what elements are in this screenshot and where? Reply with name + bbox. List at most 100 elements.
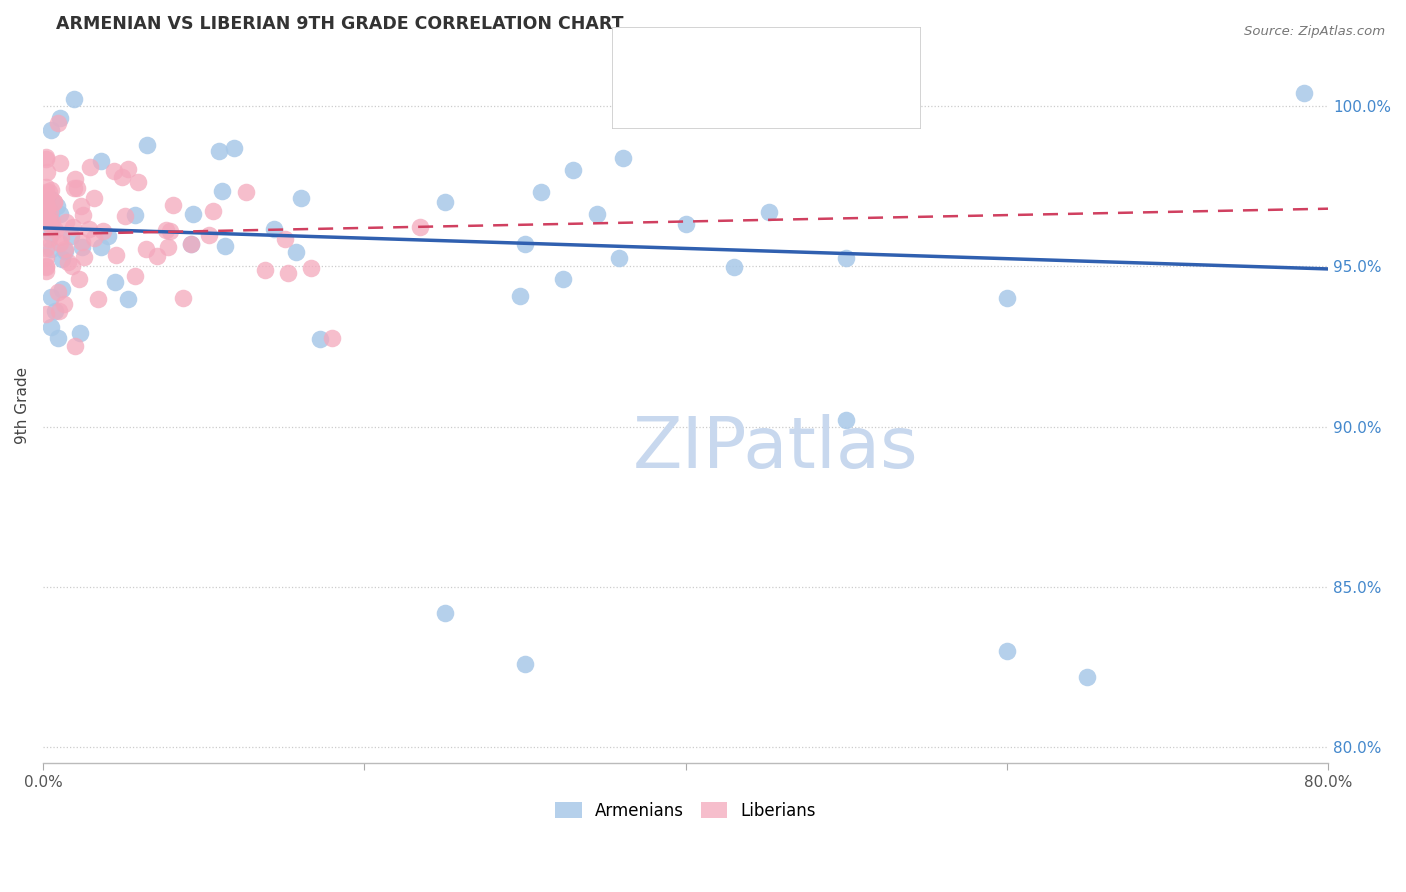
Point (612, 151, 634, 165)
Point (39, 290, 62, 304)
Point (66, 181, 89, 195)
Point (285, 245, 308, 260)
FancyBboxPatch shape (612, 27, 921, 129)
Point (63, 92, 86, 106)
Point (111, 170, 134, 185)
Point (35, 250, 58, 264)
Point (758, 205, 780, 219)
Point (37, 209, 59, 223)
Point (46, 285, 69, 299)
Point (290, 191, 312, 205)
Point (162, 198, 184, 212)
Text: ZIPatlas: ZIPatlas (633, 414, 918, 483)
Text: R =: R = (664, 45, 692, 61)
FancyBboxPatch shape (621, 82, 655, 121)
Point (35, 212, 58, 227)
Point (835, 413, 858, 427)
Point (39, 183, 62, 197)
Point (35, 152, 58, 166)
Point (53, 243, 76, 257)
Point (277, 266, 299, 280)
Point (63, 172, 86, 186)
Point (38, 204, 60, 219)
Point (37, 165, 59, 179)
Point (38, 185, 60, 199)
Point (49, 207, 72, 221)
Point (35, 180, 58, 194)
Point (224, 140, 246, 154)
Point (44, 304, 66, 318)
Point (114, 209, 136, 223)
Point (63, 339, 86, 353)
Point (51, 282, 73, 296)
Point (60, 259, 83, 273)
Point (35, 185, 58, 199)
Point (51, 230, 73, 244)
Point (83, 191, 105, 205)
Point (41, 215, 63, 229)
Point (136, 137, 159, 152)
Point (49, 111, 72, 125)
Point (38, 232, 60, 246)
Point (433, 606, 456, 620)
Point (35, 260, 58, 274)
Point (208, 144, 231, 158)
Point (835, 251, 858, 265)
Point (157, 240, 180, 254)
Legend: Armenians, Liberians: Armenians, Liberians (548, 795, 823, 826)
Point (551, 271, 574, 285)
Point (72, 250, 94, 264)
Point (38, 214, 60, 228)
Point (79, 221, 101, 235)
Point (172, 291, 194, 305)
Point (146, 249, 169, 263)
Point (72, 208, 94, 222)
Point (35, 201, 58, 215)
Point (127, 175, 149, 189)
Point (995, 291, 1018, 305)
Point (46, 116, 69, 130)
Point (561, 163, 583, 178)
Y-axis label: 9th Grade: 9th Grade (15, 368, 30, 444)
Point (56, 255, 79, 269)
Text: Source: ZipAtlas.com: Source: ZipAtlas.com (1244, 25, 1385, 38)
Point (46, 331, 69, 345)
Point (273, 232, 295, 246)
Point (72, 240, 94, 254)
Point (103, 164, 125, 178)
Point (39, 192, 62, 206)
Text: N =: N = (803, 95, 831, 109)
Point (198, 228, 221, 243)
Point (530, 185, 553, 199)
FancyBboxPatch shape (621, 34, 655, 73)
Point (39, 123, 62, 137)
Point (79, 160, 101, 174)
Point (35, 150, 58, 164)
Point (70, 235, 93, 249)
Point (35, 201, 58, 215)
Point (995, 644, 1018, 658)
Point (180, 236, 202, 251)
Point (433, 194, 456, 209)
Point (201, 203, 224, 218)
Point (135, 242, 157, 256)
Point (59, 229, 82, 244)
Point (104, 275, 127, 289)
Text: ARMENIAN VS LIBERIAN 9TH GRADE CORRELATION CHART: ARMENIAN VS LIBERIAN 9TH GRADE CORRELATI… (56, 15, 623, 33)
Point (509, 289, 531, 303)
Point (235, 185, 257, 199)
Point (35, 196, 58, 211)
Point (607, 251, 630, 265)
Point (91, 224, 114, 238)
Point (62, 220, 84, 235)
Point (97, 228, 120, 243)
Point (48, 156, 70, 170)
Point (309, 332, 332, 346)
Point (214, 239, 236, 253)
Point (44, 223, 66, 237)
Point (35, 307, 58, 321)
Point (124, 208, 146, 222)
Text: 79: 79 (853, 95, 873, 109)
Point (263, 222, 285, 236)
Point (53, 297, 76, 311)
